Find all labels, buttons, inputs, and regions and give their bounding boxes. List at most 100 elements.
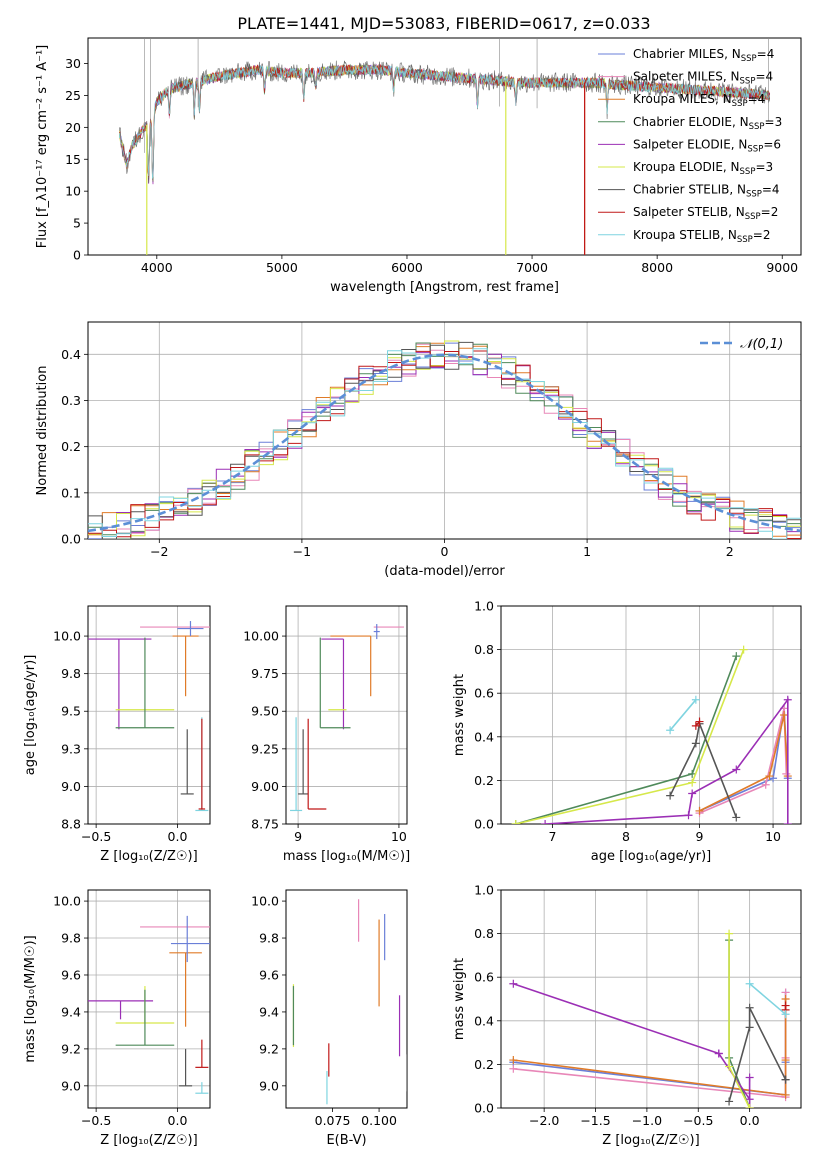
y-tick-label: 9.8 [61,931,81,946]
y-tick-label: 0.0 [61,532,81,547]
weight-series [545,697,789,824]
legend-entry: Salpeter ELODIE, NSSP=6 [633,137,781,154]
weight-marker [691,695,700,704]
y-axis-label: mass [log₁₀(M/M☉)] [23,935,38,1062]
histogram-series [88,348,801,539]
weight-marker [509,1056,518,1065]
x-tick-label: 0.075 [315,1113,351,1128]
y-tick-label: 0.2 [474,1057,494,1072]
legend-entry: Salpeter STELIB, NSSP=2 [633,205,778,222]
x-tick-label: 7 [548,829,556,844]
x-tick-label: −0.5 [81,829,111,844]
weight-marker [511,820,520,824]
ebv_vs_mass-axes: 0.075 0.100 9.0 9.2 9.4 9.6 9.8 10.0 E(B-V) [251,889,408,1148]
age_vs_weight-lines [511,645,792,824]
axes-frame [87,889,211,1109]
y-tick-label: 0.1 [61,485,81,500]
legend-entry: Kroupa ELODIE, NSSP=3 [633,160,773,177]
normal-reference-curve [88,353,801,533]
y-tick-label: 1.0 [474,883,494,898]
weight-marker [781,1056,790,1065]
x-tick-label: 0 [441,544,449,559]
axes-frame [500,605,802,825]
ebv_vs_mass-points [292,899,407,1105]
weight-marker [781,1001,790,1010]
weight-marker [782,769,791,778]
y-tick-label: 0.8 [474,642,494,657]
weight-marker [745,1073,754,1082]
y-tick-label: 10.0 [53,629,81,644]
x-tick-label: 10 [391,829,407,844]
x-tick-label: 7000 [516,260,548,275]
y-tick-label: 15 [65,152,81,167]
y-tick-label: 0.2 [474,773,494,788]
y-tick-label: 1.0 [474,599,494,614]
y-tick-label: 9.4 [259,1004,279,1019]
x-tick-label: 0.0 [740,1113,760,1128]
y-tick-label: 9.3 [61,741,81,756]
weight-marker [688,778,697,787]
axes-frame [87,37,802,256]
spectrum-series [118,64,771,179]
weight-marker [714,1049,723,1058]
weight-series [728,1007,787,1102]
x-tick-label: 8 [622,829,630,844]
weight-marker [695,806,704,815]
weight-series [695,720,701,727]
y-tick-label: 0.6 [474,970,494,985]
y-tick-label: 0.3 [61,393,81,408]
x-tick-label: 6000 [391,260,423,275]
legend-entry: Kroupa MILES, NSSP=4 [633,92,765,109]
y-axis-label: Normed distribution [35,366,50,496]
axes-frame [285,605,408,825]
Z_vs_age-points [88,621,210,812]
y-tick-label: 9.4 [61,1004,81,1019]
x-tick-label: 9 [294,829,302,844]
x-axis-label: E(B-V) [326,1133,366,1148]
x-tick-label: 10 [765,829,781,844]
weight-marker [695,717,704,726]
x-axis-label: age [log₁₀(age/yr)] [591,849,712,864]
y-tick-label: 9.5 [61,704,81,719]
y-tick-label: 9.8 [259,931,279,946]
weight-marker [509,979,518,988]
weight-marker [666,791,675,800]
weight-marker [783,820,792,824]
y-tick-label: 8.75 [251,817,279,832]
weight-marker [781,1010,790,1019]
weight-marker [783,695,792,704]
weight-marker [781,1075,790,1084]
x-axis-label: (data-model)/error [384,564,505,579]
y-tick-label: 8.8 [61,817,81,832]
mass_vs_age-points [290,624,404,812]
axes-frame [87,605,211,825]
weight-series [749,983,787,1015]
weight-marker [739,645,748,654]
axes-frame [500,889,802,1109]
legend-entry: Kroupa STELIB, NSSP=2 [633,228,771,245]
weight-marker [666,726,675,735]
y-tick-label: 10 [65,184,81,199]
weight-marker [691,739,700,748]
y-tick-label: 0.0 [474,1101,494,1116]
x-tick-label: 9 [696,829,704,844]
y-tick-label: 0.6 [474,686,494,701]
weight-marker [688,789,697,798]
weight-marker [765,772,774,781]
weight-marker [725,929,734,938]
weight-marker [745,979,754,988]
y-tick-label: 0.8 [474,926,494,941]
axes-frame [285,889,408,1109]
x-tick-label: 0.0 [168,1113,188,1128]
y-tick-label: 25 [65,88,81,103]
x-tick-label: −0.5 [683,1113,713,1128]
axes-frame [87,321,802,540]
y-tick-label: 10.0 [251,894,279,909]
y-tick-label: 9.00 [251,779,279,794]
x-axis-label: wavelength [Angstrom, rest frame] [330,280,559,295]
weight-marker [761,780,770,789]
y-tick-label: 9.0 [61,1078,81,1093]
x-axis-label: Z [log₁₀(Z/Z☉)] [602,1133,699,1148]
Z_vs_mass-axes: −0.5 0.0 9.0 9.2 9.4 9.6 9.8 10.0 Z [log₁₀(Z/Z☉)… [23,889,211,1148]
